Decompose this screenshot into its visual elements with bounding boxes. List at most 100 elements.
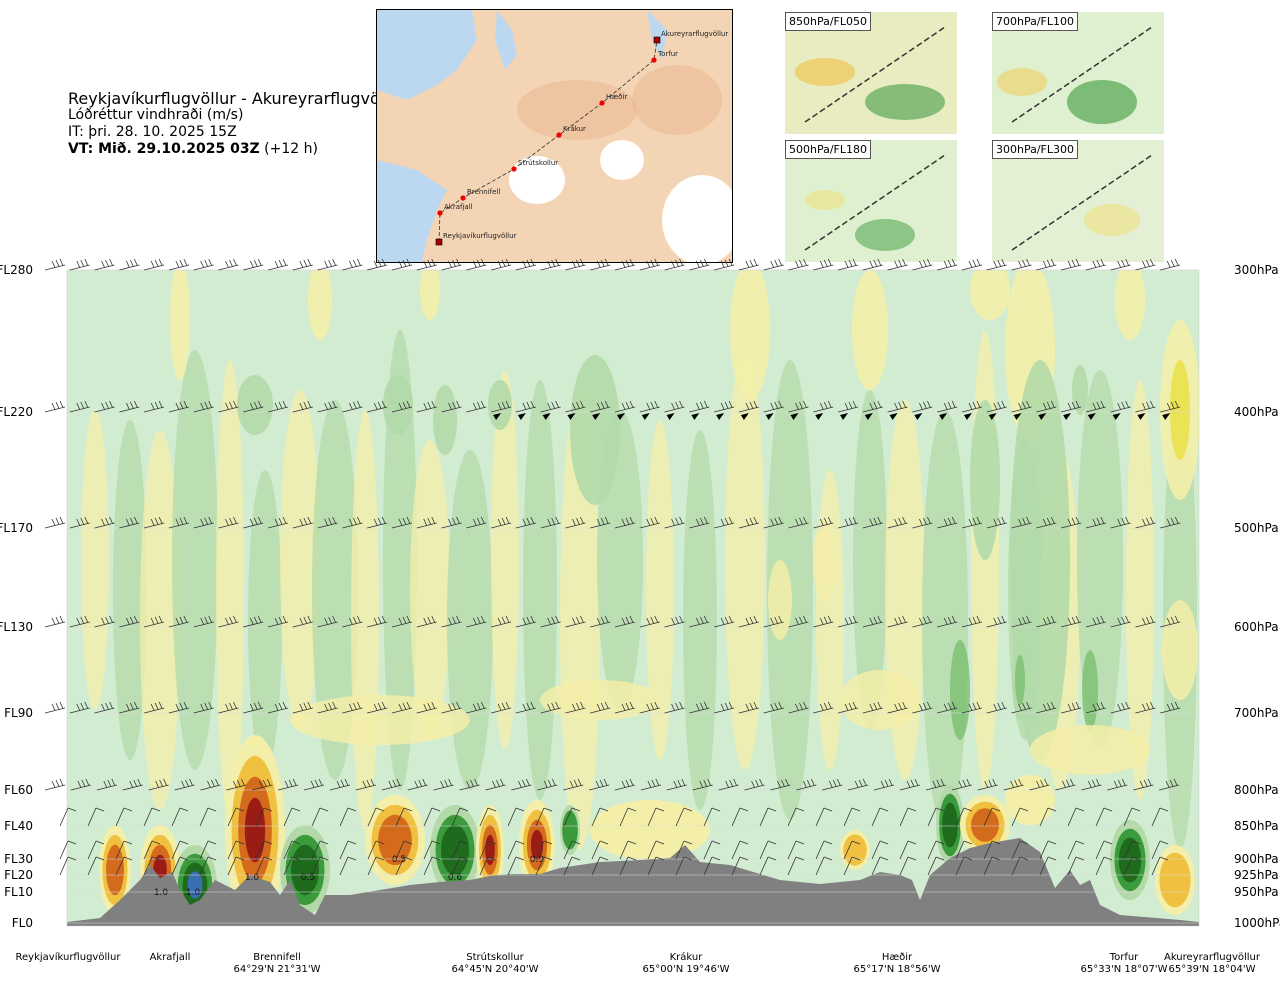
vertical-velocity-area bbox=[530, 829, 544, 861]
wind-barb bbox=[252, 778, 273, 791]
wind-barb bbox=[590, 516, 611, 529]
wind-barb bbox=[1085, 400, 1106, 420]
wind-barb bbox=[1151, 807, 1169, 827]
wind-barb bbox=[862, 400, 883, 420]
wind-barb bbox=[565, 400, 586, 420]
wind-barb bbox=[837, 516, 859, 529]
wind-barb bbox=[1036, 516, 1057, 529]
waypoint-marker bbox=[599, 100, 605, 106]
mini-map-700hpa: 700hPa/FL100 bbox=[992, 12, 1164, 134]
vertical-velocity-area bbox=[113, 420, 147, 760]
wind-barb bbox=[490, 400, 512, 420]
wind-barb bbox=[537, 778, 558, 791]
wind-barb bbox=[367, 400, 388, 413]
wind-barb bbox=[1011, 615, 1032, 628]
wind-barb bbox=[395, 840, 413, 860]
vertical-velocity-area bbox=[237, 375, 273, 435]
wind-barb bbox=[44, 701, 66, 714]
wind-barb bbox=[441, 516, 462, 529]
wind-barb bbox=[1067, 856, 1085, 876]
wind-barb bbox=[1133, 778, 1154, 791]
wind-barb bbox=[1039, 807, 1057, 827]
wind-barb bbox=[381, 778, 402, 791]
pressure-level-label: 950hPa bbox=[1234, 885, 1279, 899]
vertical-velocity-area bbox=[81, 410, 109, 710]
waypoint-marker bbox=[511, 166, 517, 172]
pressure-level-label: 800hPa bbox=[1234, 783, 1279, 797]
flight-level-label: FL90 bbox=[4, 706, 33, 720]
wind-barb bbox=[788, 516, 809, 529]
flight-level-label: FL10 bbox=[4, 885, 33, 899]
vertical-velocity-area bbox=[216, 360, 244, 820]
wind-barb bbox=[200, 778, 221, 791]
wind-barb bbox=[1095, 807, 1113, 827]
wind-barb bbox=[317, 516, 338, 529]
wind-barb bbox=[565, 258, 586, 271]
wind-barb bbox=[193, 516, 214, 529]
wind-barb bbox=[614, 615, 636, 628]
wind-barb bbox=[87, 840, 105, 860]
waypoint-label: Akrafjall bbox=[444, 203, 473, 211]
wind-barb bbox=[227, 856, 245, 876]
wind-barb bbox=[1135, 701, 1156, 714]
vertical-velocity-area bbox=[280, 390, 320, 730]
wind-barb bbox=[714, 400, 735, 420]
wind-barb bbox=[199, 856, 217, 876]
wind-barb bbox=[1151, 840, 1169, 860]
wind-barb bbox=[317, 615, 338, 628]
wind-barb bbox=[69, 615, 90, 628]
wind-barb bbox=[451, 856, 469, 876]
wind-barb bbox=[267, 400, 289, 413]
wind-barb bbox=[339, 856, 357, 876]
vertical-velocity-area bbox=[813, 520, 837, 600]
wind-barb bbox=[591, 840, 609, 860]
vertical-velocity-area bbox=[1159, 852, 1191, 908]
wind-barb bbox=[1060, 516, 1082, 529]
wind-barb bbox=[283, 856, 301, 876]
wind-barb bbox=[951, 778, 972, 791]
wind-barb bbox=[391, 258, 413, 271]
wind-barb bbox=[243, 701, 264, 714]
wind-barb bbox=[490, 701, 512, 714]
wind-barb bbox=[639, 516, 660, 529]
wind-barb bbox=[565, 516, 586, 529]
wind-barb bbox=[69, 258, 90, 271]
location-coordinates: 65°33'N 18°07'W bbox=[1081, 964, 1168, 975]
vertical-velocity-area bbox=[383, 330, 417, 790]
wind-barb bbox=[770, 778, 791, 791]
wind-barb bbox=[535, 807, 553, 827]
wind-barb bbox=[937, 516, 958, 529]
wind-barb bbox=[94, 701, 115, 714]
wind-barb bbox=[738, 701, 760, 714]
wind-barb bbox=[862, 258, 883, 271]
wind-barb bbox=[44, 516, 66, 529]
wind-barb bbox=[1011, 840, 1029, 860]
vertical-velocity-area bbox=[420, 270, 440, 320]
wind-barb bbox=[763, 701, 784, 714]
mini-map-label: 500hPa/FL180 bbox=[785, 140, 872, 159]
wind-barb bbox=[451, 807, 469, 827]
wind-barb bbox=[342, 615, 363, 628]
wind-barb bbox=[614, 778, 636, 791]
wind-barb bbox=[986, 400, 1007, 420]
wind-barb bbox=[515, 400, 536, 420]
wind-barb bbox=[1110, 258, 1131, 271]
wind-barb bbox=[862, 701, 883, 714]
wind-barb bbox=[168, 615, 190, 628]
location-name: Strútskollur bbox=[466, 951, 524, 963]
wind-barb bbox=[887, 516, 908, 529]
wind-barb bbox=[986, 516, 1007, 529]
contour-label: 1.0 bbox=[245, 873, 260, 883]
vertical-velocity-area bbox=[1072, 365, 1088, 415]
wind-barb bbox=[1110, 615, 1131, 628]
vertical-velocity-area bbox=[170, 270, 190, 380]
waypoint-marker bbox=[460, 195, 466, 201]
wind-barb bbox=[1123, 840, 1141, 860]
wind-barb bbox=[317, 701, 338, 714]
flight-level-label: FL40 bbox=[4, 819, 33, 833]
pressure-level-label: 850hPa bbox=[1234, 819, 1279, 833]
wind-barb bbox=[69, 701, 90, 714]
wind-barb bbox=[423, 807, 441, 827]
wind-barb bbox=[367, 807, 385, 827]
